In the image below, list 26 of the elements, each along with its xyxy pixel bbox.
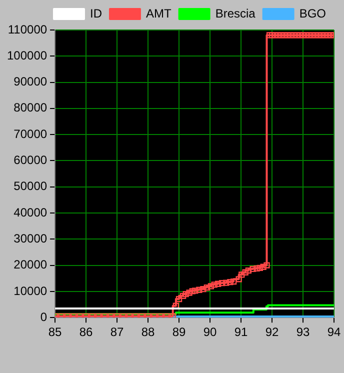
- legend-label: AMT: [146, 6, 172, 20]
- y-tick-label: 20000: [14, 258, 48, 272]
- y-tick-label: 90000: [14, 74, 48, 89]
- legend-label: ID: [90, 6, 102, 20]
- x-tick-label: 87: [110, 325, 124, 340]
- y-tick-label: 110000: [8, 22, 48, 36]
- x-tick-label: 90: [203, 325, 218, 340]
- y-tick-label: 30000: [14, 231, 48, 246]
- x-tick-label: 86: [79, 325, 94, 340]
- x-tick-label: 93: [296, 325, 310, 340]
- x-tick-label: 91: [234, 325, 248, 340]
- legend-label: Brescia: [215, 6, 256, 20]
- y-tick-label: 80000: [14, 100, 48, 115]
- x-tick-label: 92: [265, 325, 280, 340]
- y-tick-label: 70000: [14, 126, 48, 141]
- y-tick-label: 60000: [14, 153, 48, 168]
- x-tick-label: 89: [172, 325, 186, 340]
- y-tick-label: 100000: [6, 48, 48, 62]
- x-tick-label: 94: [327, 325, 341, 340]
- y-tick-label: 10000: [14, 284, 48, 298]
- x-tick-label: 85: [48, 325, 62, 340]
- y-tick-label: 40000: [14, 205, 48, 220]
- x-tick-label: 88: [141, 325, 156, 340]
- y-tick-label: 50000: [14, 179, 48, 194]
- y-tick-label: 0: [40, 310, 48, 324]
- legend-label: BGO: [299, 6, 326, 20]
